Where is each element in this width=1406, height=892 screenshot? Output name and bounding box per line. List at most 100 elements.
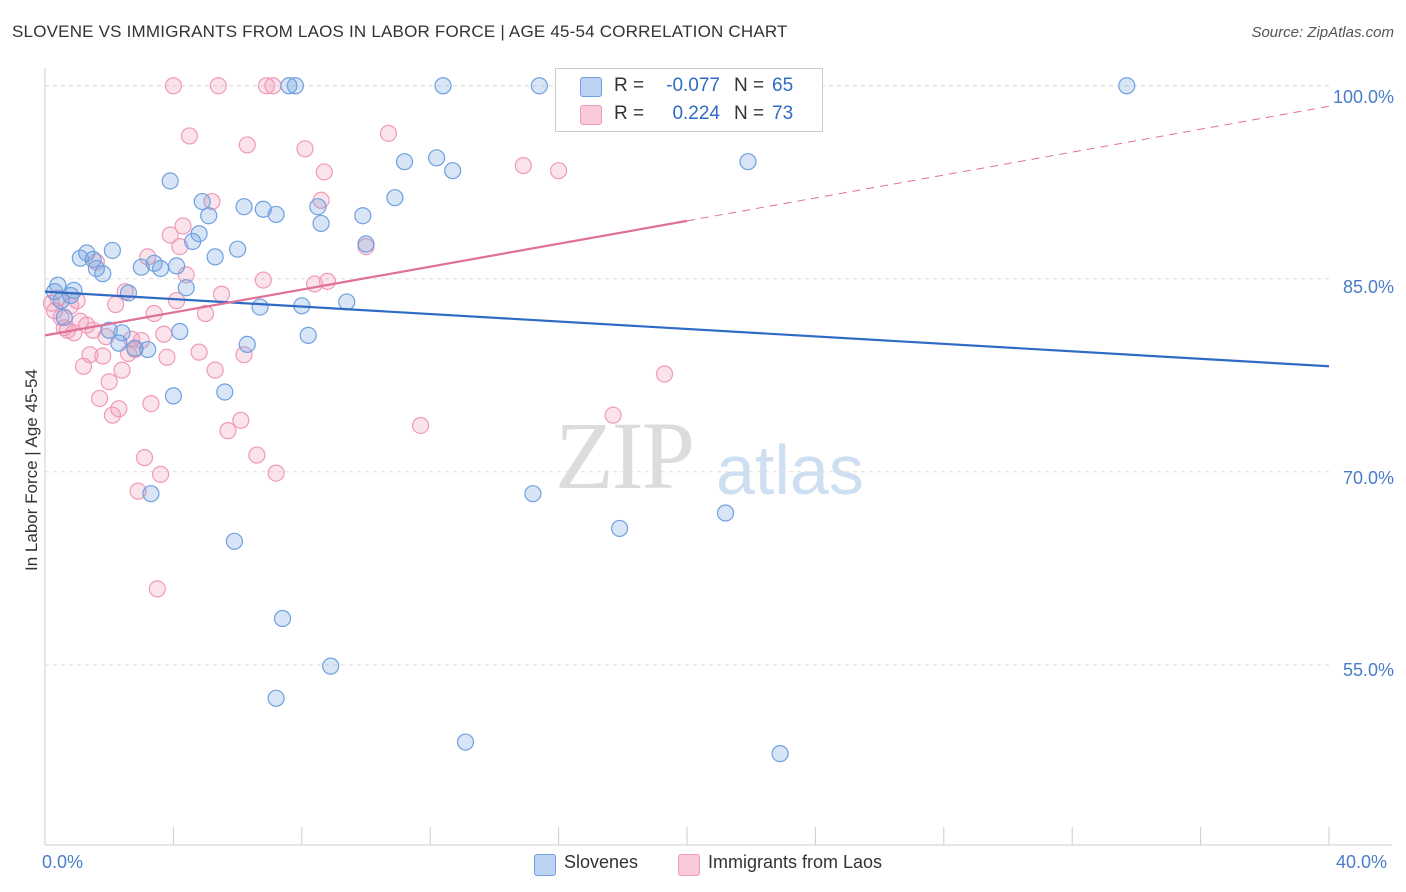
slovenes-point xyxy=(235,198,253,216)
legend-r-label: R = xyxy=(614,103,645,124)
laos-point xyxy=(139,248,157,266)
legend-r-value: 0.224 xyxy=(672,103,720,124)
slovenes-point xyxy=(78,244,96,262)
laos-point xyxy=(296,140,314,158)
laos-point xyxy=(151,465,170,483)
slovenes-point xyxy=(171,322,189,341)
slovenes-point xyxy=(395,153,414,171)
watermark-atlas: atlas xyxy=(716,431,864,509)
slovenes-point xyxy=(739,153,757,171)
laos-point xyxy=(203,192,221,211)
y-tick-label-70: 70.0% xyxy=(1342,468,1394,488)
bottom-legend-label-slovenes: Slovenes xyxy=(564,852,639,872)
legend-r-label: R = xyxy=(614,75,645,96)
laos-point xyxy=(196,304,215,323)
slovenes-point xyxy=(62,286,80,305)
laos-point xyxy=(46,302,64,320)
slovenes-point xyxy=(267,689,285,707)
laos-point xyxy=(604,406,622,424)
laos-trend-line-extension xyxy=(686,105,1330,222)
laos-point xyxy=(190,343,208,361)
laos-point xyxy=(267,464,285,482)
laos-point xyxy=(161,226,179,244)
laos-point xyxy=(379,124,398,142)
bottom-legend-swatch-blue xyxy=(534,854,556,876)
chart-title: SLOVENE VS IMMIGRANTS FROM LAOS IN LABOR… xyxy=(12,22,788,41)
laos-point xyxy=(238,136,256,154)
slovenes-point xyxy=(267,205,285,224)
slovenes-point xyxy=(168,257,186,275)
bottom-legend-label-laos: Immigrants from Laos xyxy=(708,852,883,872)
slovenes-point xyxy=(177,279,195,297)
slovenes-point xyxy=(524,485,542,503)
slovenes-point xyxy=(299,326,317,344)
laos-point xyxy=(257,77,276,95)
slovenes-point xyxy=(386,189,404,207)
laos-point xyxy=(90,389,109,408)
laos-point xyxy=(81,346,99,364)
laos-point xyxy=(264,77,282,95)
slovenes-trend-line xyxy=(44,290,1330,368)
slovenes-point xyxy=(229,240,247,258)
laos-point xyxy=(315,163,333,181)
slovenes-point xyxy=(771,745,789,763)
laos-point xyxy=(206,361,224,379)
legend-n-value: 65 xyxy=(772,75,794,96)
laos-point xyxy=(219,422,237,440)
slovenes-point xyxy=(286,77,304,95)
laos-point xyxy=(212,285,231,303)
slovenes-point xyxy=(113,324,131,342)
laos-point xyxy=(155,325,173,343)
slovenes-point xyxy=(216,383,234,401)
slovenes-point xyxy=(254,200,272,218)
legend-row-slovenes: R = -0.077 N = 65 xyxy=(556,73,822,101)
laos-point xyxy=(171,237,189,256)
slovenes-point xyxy=(110,334,128,352)
laos-point xyxy=(94,347,112,365)
slovenes-point xyxy=(1118,77,1136,95)
x-tick-label-max: 40.0% xyxy=(1336,852,1388,872)
laos-trend-line xyxy=(44,219,688,337)
slovenes-point xyxy=(444,162,462,180)
x-tick-label-min: 0.0% xyxy=(42,852,84,872)
bottom-legend-swatch-pink xyxy=(678,854,700,876)
laos-point xyxy=(110,400,128,418)
slovenes-point xyxy=(716,504,735,522)
slovenes-point xyxy=(354,207,372,225)
laos-point xyxy=(549,162,568,180)
laos-point xyxy=(100,373,118,391)
legend-n-value: 73 xyxy=(772,103,794,124)
slovenes-point xyxy=(151,259,170,278)
slovenes-point xyxy=(273,609,292,628)
slovenes-point xyxy=(84,250,102,269)
laos-point xyxy=(103,406,122,424)
laos-point xyxy=(411,416,430,435)
slovenes-point xyxy=(338,293,356,311)
slovenes-point xyxy=(610,519,629,538)
slovenes-point xyxy=(142,485,160,503)
laos-point xyxy=(145,304,163,323)
slovenes-point xyxy=(132,258,150,276)
slovenes-point xyxy=(200,207,218,225)
slovenes-point xyxy=(251,298,269,316)
slovenes-point xyxy=(312,214,330,233)
slovenes-point xyxy=(309,198,327,216)
slovenes-point xyxy=(428,149,446,167)
slovenes-point xyxy=(357,235,375,253)
slovenes-point xyxy=(100,321,118,339)
laos-point xyxy=(129,482,147,500)
slovenes-point xyxy=(126,339,144,357)
laos-point xyxy=(148,580,166,598)
slovenes-point xyxy=(225,532,243,550)
legend-r-value: -0.077 xyxy=(666,75,720,96)
laos-point xyxy=(135,449,154,467)
slovenes-point xyxy=(161,172,179,190)
slovenes-point xyxy=(164,387,182,405)
laos-point xyxy=(158,348,176,366)
slovenes-point xyxy=(206,248,224,266)
slovenes-point xyxy=(55,308,73,326)
y-tick-label-55: 55.0% xyxy=(1342,660,1394,680)
slovenes-point xyxy=(190,225,208,243)
laos-point xyxy=(209,77,227,95)
laos-point xyxy=(180,127,199,145)
